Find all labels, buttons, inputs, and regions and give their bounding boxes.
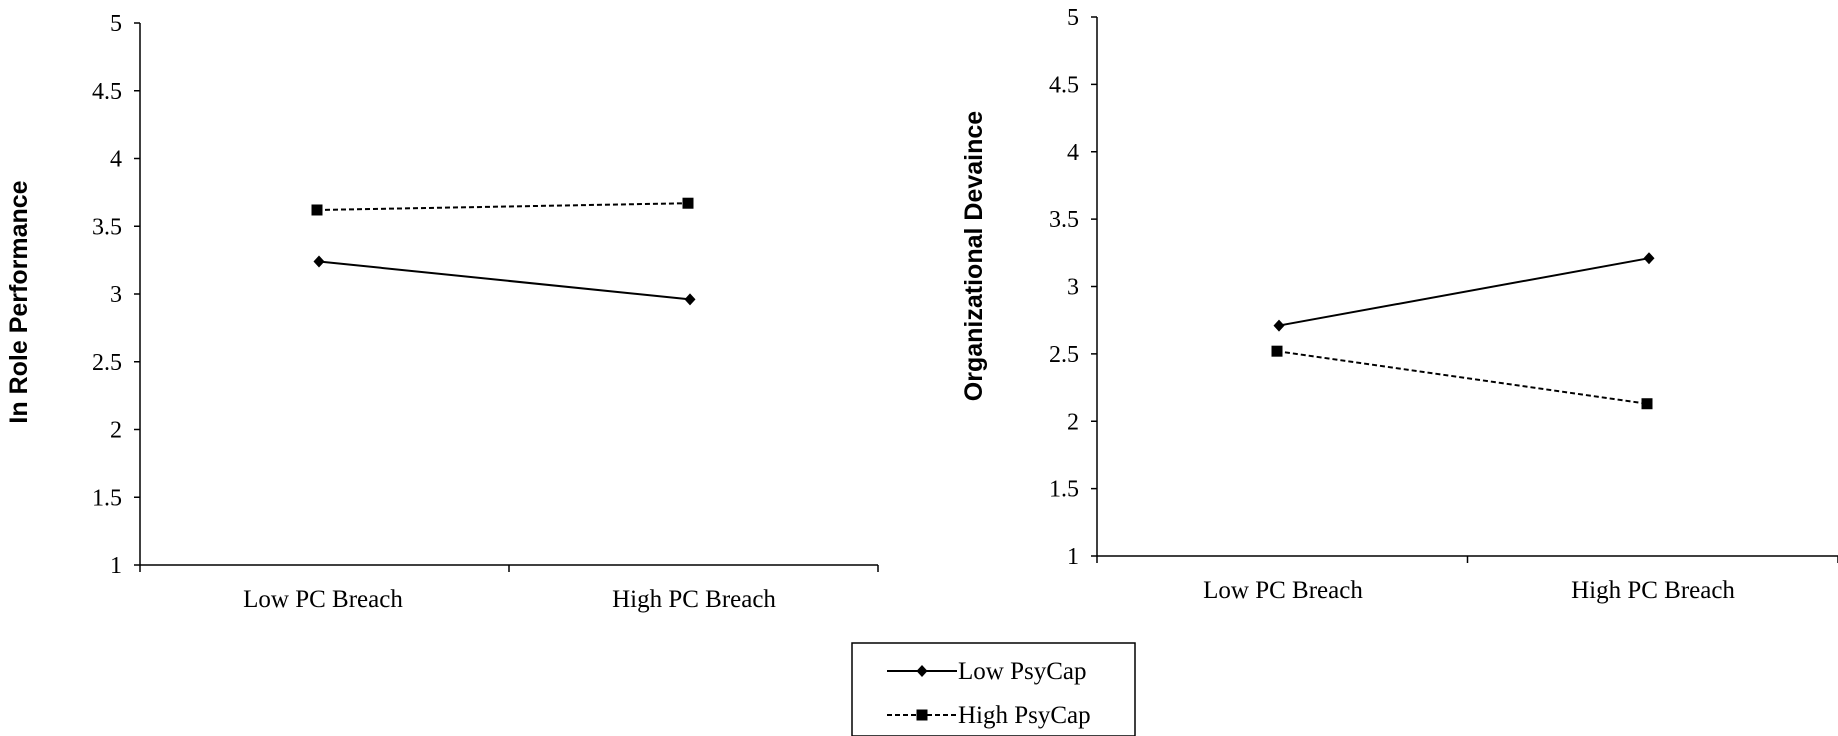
y-tick-label: 3.5 [92,214,122,240]
y-axis-label: Organizational Devaince [960,111,988,401]
chart-organizational-deviance: 1 1.5 2 2.5 3 3.5 4 4.5 5 Low PC Breach High PC Br… [960,5,1838,604]
y-tick-label: 1.5 [1049,477,1079,503]
data-point [313,255,325,268]
y-tick-label: 5 [1067,5,1079,31]
y-tick-label: 1 [1067,544,1079,570]
legend-marker [916,665,928,677]
data-point [311,204,323,216]
data-point [1641,398,1653,410]
data-point [684,293,696,306]
y-tick-label: 3.5 [1049,207,1079,233]
series-line [318,260,691,301]
legend-label: High PsyCap [958,702,1091,729]
y-tick-label: 1 [110,553,122,579]
legend-label: Low PsyCap [958,658,1086,685]
legend: Low PsyCap High PsyCap [851,642,1136,736]
y-tick-label: 2 [1067,409,1079,435]
series-line [1276,350,1648,405]
y-tick-label: 5 [110,11,122,37]
y-tick-label: 4.5 [92,79,122,105]
y-tick-label: 4 [110,147,122,173]
y-tick-label: 3 [110,282,122,308]
series-line [1278,257,1650,327]
x-category-label: High PC Breach [1571,577,1735,604]
data-point [1271,345,1283,357]
data-point [1643,252,1655,265]
x-category-label: Low PC Breach [1203,577,1363,604]
x-category-label: Low PC Breach [243,586,403,613]
y-tick-label: 4 [1067,140,1079,166]
y-tick-label: 3 [1067,275,1079,301]
data-point [1273,319,1285,332]
y-tick-label: 2 [110,418,122,444]
y-tick-label: 2.5 [1049,342,1079,368]
series-line [316,202,689,211]
y-tick-label: 2.5 [92,350,122,376]
x-category-label: High PC Breach [612,586,776,613]
legend-marker [916,709,928,721]
legend-box [851,642,1136,736]
y-tick-label: 1.5 [92,485,122,511]
chart-in-role-performance: 1 1.5 2 2.5 3 3.5 4 4.5 5 Low PC Breach High PC Br… [5,11,879,613]
y-tick-label: 4.5 [1049,72,1079,98]
y-axis-label: In Role Performance [5,180,33,423]
data-point [682,197,694,209]
